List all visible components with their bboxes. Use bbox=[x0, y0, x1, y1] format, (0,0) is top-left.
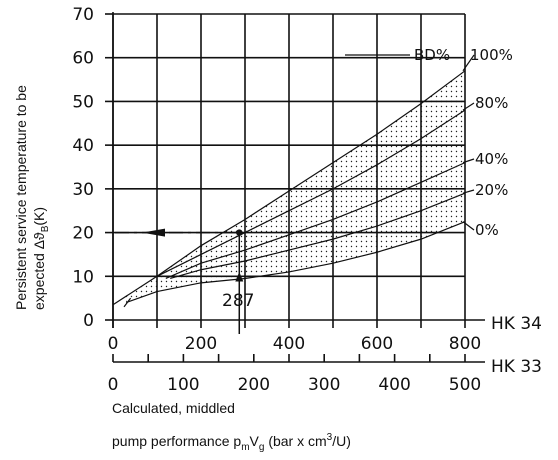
x2-tick-label: 200 bbox=[238, 375, 270, 395]
x-unit-hk34: HK 34 bbox=[491, 314, 542, 334]
shaded-region bbox=[126, 70, 465, 303]
y-axis-label-line1: Persistent service temperature to be bbox=[13, 85, 29, 310]
series-leader bbox=[462, 158, 475, 164]
y-tick-label: 30 bbox=[72, 180, 94, 200]
series-label: 100% bbox=[470, 46, 513, 64]
y-tick-label: 60 bbox=[72, 49, 94, 69]
series-line bbox=[156, 109, 466, 277]
curve-start bbox=[123, 297, 132, 308]
y-tick-label: 50 bbox=[72, 92, 94, 112]
x2-tick-label: 100 bbox=[167, 375, 199, 395]
y-tick-label: 20 bbox=[72, 224, 94, 244]
series-labels: 100% 80% 40% 20% 0% bbox=[345, 46, 513, 239]
x-tick-labels-hk34: 0 200 400 600 800 bbox=[108, 334, 482, 354]
series-leader bbox=[462, 54, 475, 72]
x-axis-label-line2: pump performance pmVg (bar x cm3/U) bbox=[112, 432, 351, 453]
example-label: 287 bbox=[222, 291, 254, 311]
x-tick-label: 200 bbox=[185, 334, 217, 354]
bd-label: BD% bbox=[414, 46, 450, 64]
x2-tick-label: 0 bbox=[108, 375, 119, 395]
series-line bbox=[125, 221, 466, 304]
y-tick-label: 10 bbox=[72, 267, 94, 287]
x-tick-label: 0 bbox=[108, 334, 119, 354]
arrow-up bbox=[235, 271, 244, 282]
x2-tick-label: 400 bbox=[378, 375, 410, 395]
x2-tick-label: 500 bbox=[449, 375, 481, 395]
example-point bbox=[236, 229, 243, 236]
x-tick-label: 800 bbox=[449, 334, 481, 354]
x-tick-labels-hk33: 0 100 200 300 400 500 bbox=[108, 375, 482, 395]
y-tick-labels: 0 10 20 30 40 50 60 70 bbox=[72, 5, 94, 331]
x-unit-hk33: HK 33 bbox=[491, 357, 542, 377]
series-line bbox=[170, 192, 466, 280]
y-tick-label: 0 bbox=[83, 311, 94, 331]
arrow-left bbox=[142, 228, 165, 237]
y-axis-label: Persistent service temperature to be exp… bbox=[13, 85, 51, 310]
series-label: 0% bbox=[475, 221, 499, 239]
series-leader bbox=[462, 221, 475, 231]
series-leader bbox=[462, 189, 475, 194]
example-annotation bbox=[115, 228, 244, 334]
series-line bbox=[112, 70, 466, 306]
series-label: 40% bbox=[475, 150, 508, 168]
x2-tick-label: 300 bbox=[308, 375, 340, 395]
series-label: 80% bbox=[475, 94, 508, 112]
y-tick-label: 70 bbox=[72, 5, 94, 25]
series-leader bbox=[462, 102, 475, 111]
x-axis-label-line1: Calculated, middled bbox=[112, 400, 235, 416]
series-line bbox=[165, 162, 466, 280]
curves bbox=[112, 70, 466, 308]
x-tick-label: 400 bbox=[273, 334, 305, 354]
band-fill bbox=[126, 70, 465, 303]
series-label: 20% bbox=[475, 181, 508, 199]
y-tick-label: 40 bbox=[72, 136, 94, 156]
x-tick-label: 600 bbox=[361, 334, 393, 354]
y-axis-label-line2: expected ΔϑB(K) bbox=[31, 207, 51, 310]
